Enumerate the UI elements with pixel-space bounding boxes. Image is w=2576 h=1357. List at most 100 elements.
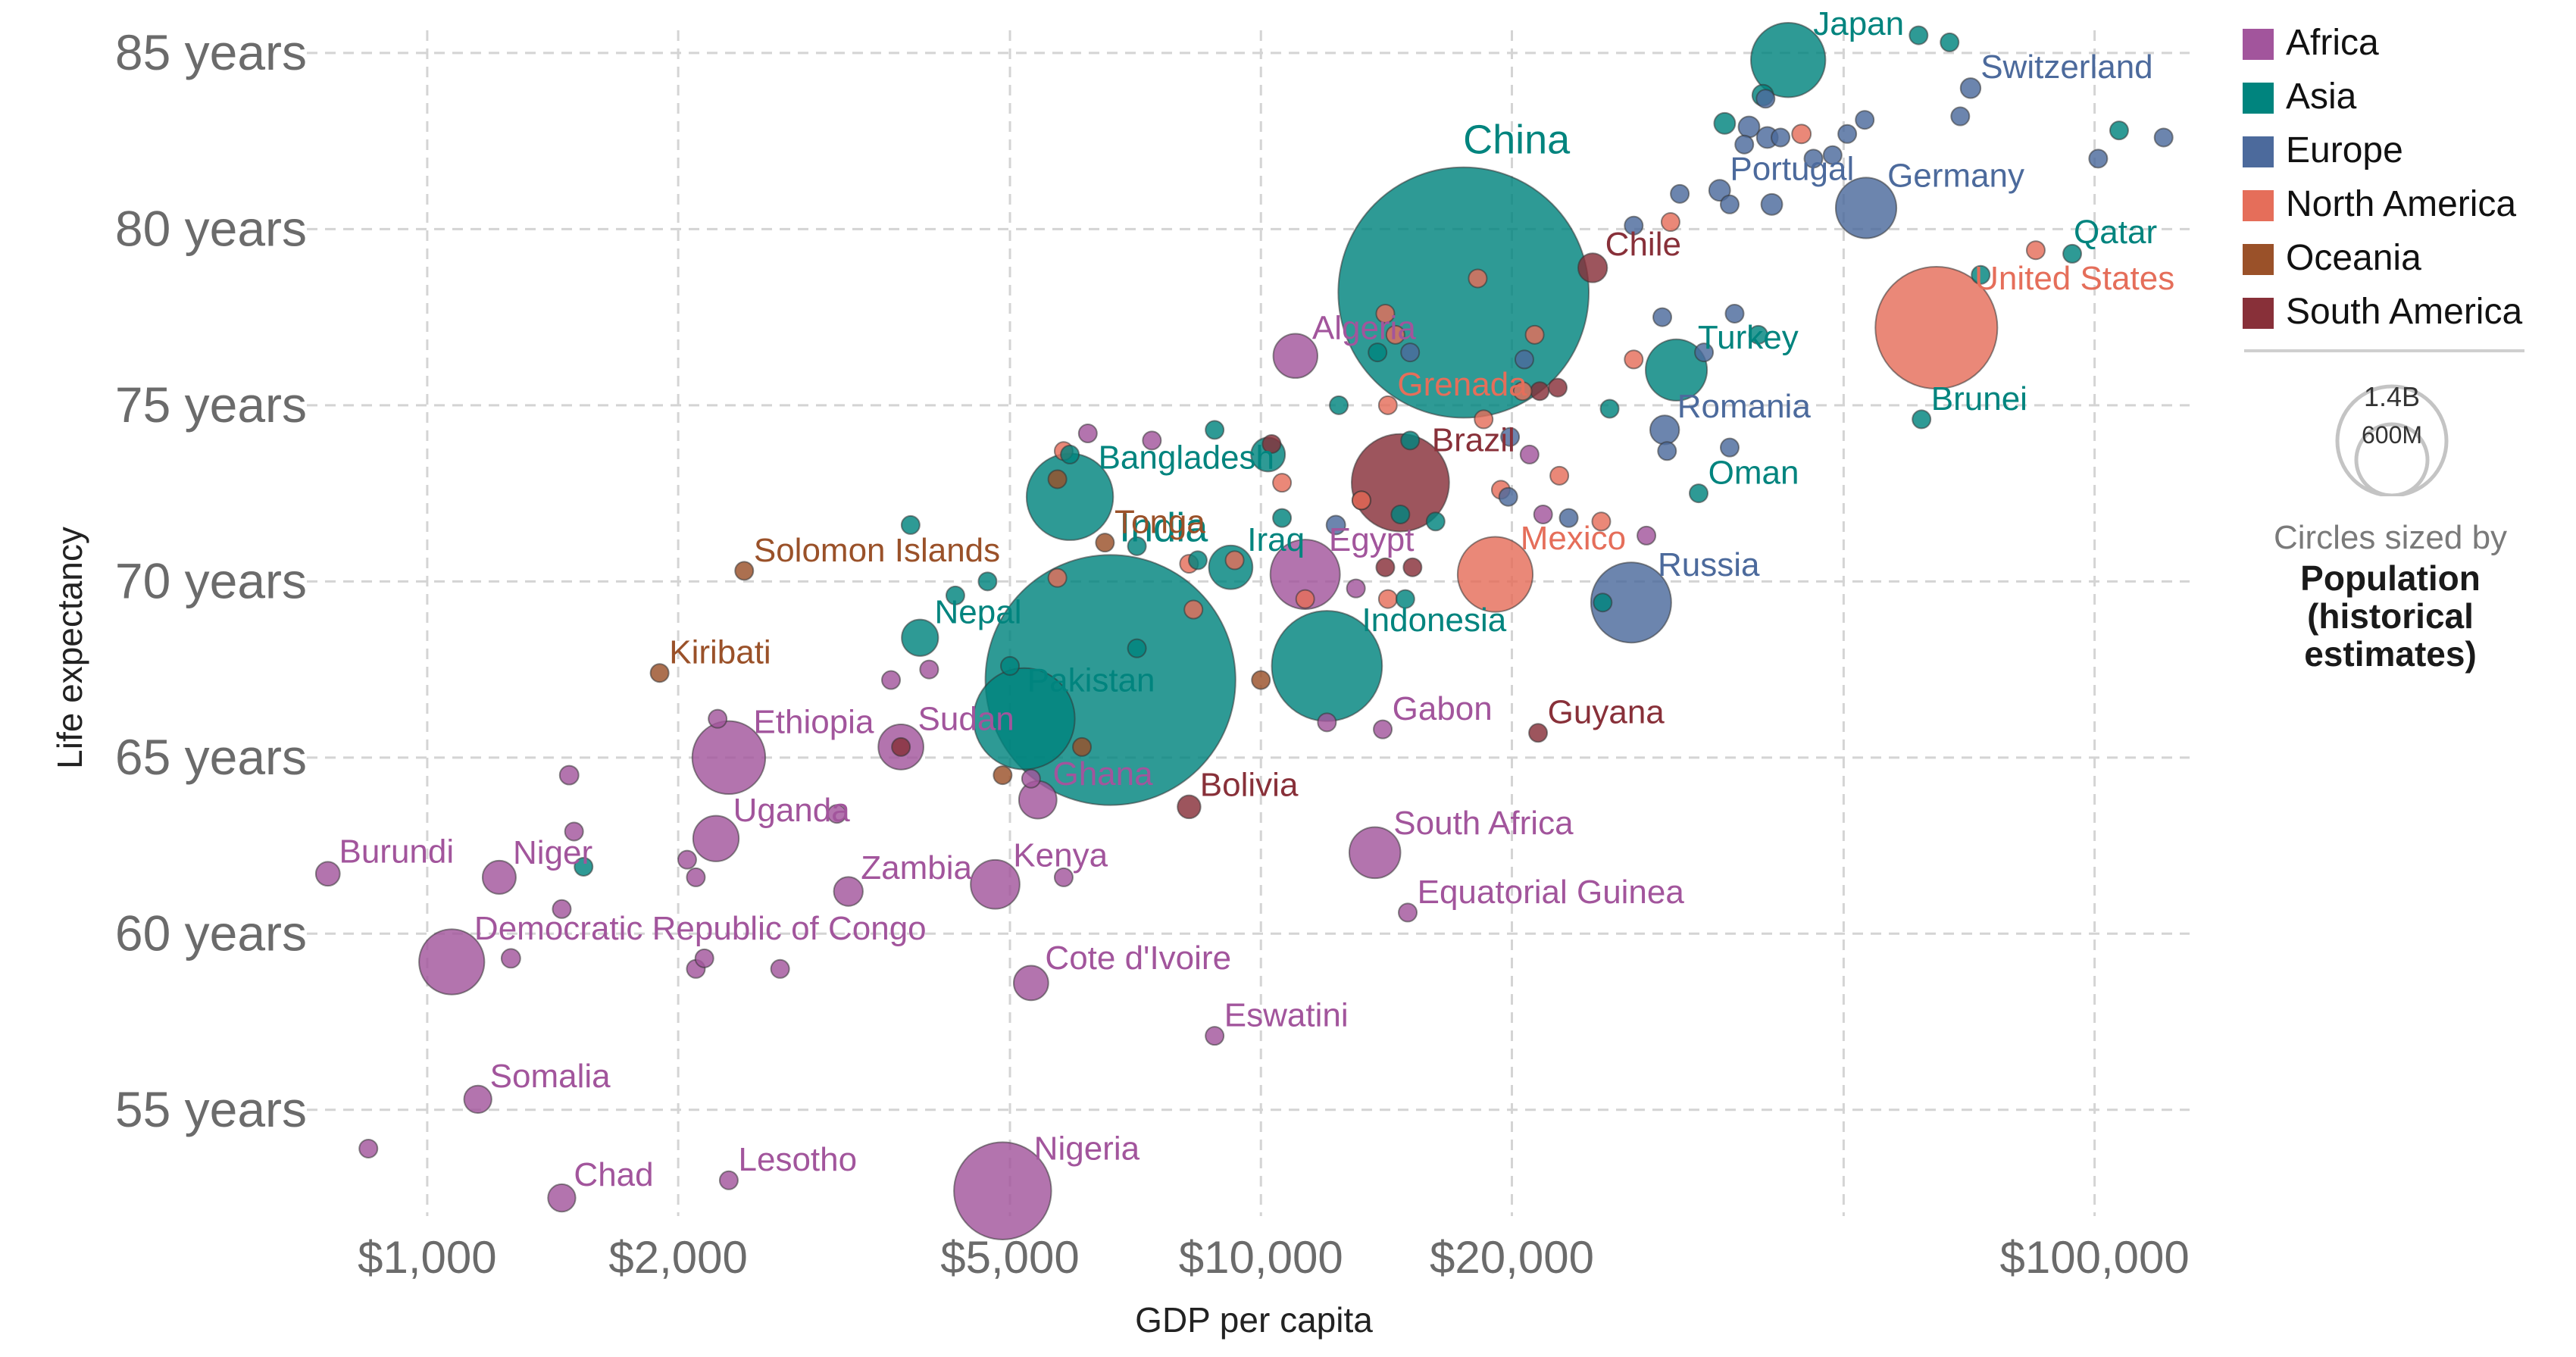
bubble[interactable] — [1272, 508, 1293, 528]
bubble[interactable] — [1368, 342, 1388, 363]
bubble-somalia[interactable] — [463, 1084, 492, 1114]
bubble-burundi[interactable] — [314, 861, 341, 887]
bubble[interactable] — [1524, 324, 1545, 345]
bubble[interactable] — [358, 1138, 379, 1158]
legend-item-south-america[interactable]: South America — [2239, 288, 2572, 342]
bubble-kenya[interactable] — [970, 858, 1021, 910]
bubble[interactable] — [1500, 427, 1521, 447]
legend-item-oceania[interactable]: Oceania — [2239, 234, 2572, 288]
bubble[interactable] — [1272, 473, 1293, 493]
bubble[interactable] — [1760, 192, 1784, 216]
bubble[interactable] — [500, 948, 521, 969]
bubble[interactable] — [770, 958, 790, 979]
bubble[interactable] — [1072, 736, 1093, 757]
bubble[interactable] — [1021, 768, 1041, 789]
bubble[interactable] — [1395, 589, 1415, 609]
bubble-turkey[interactable] — [1645, 338, 1708, 402]
bubble[interactable] — [1127, 638, 1147, 658]
bubble-nigeria[interactable] — [953, 1141, 1052, 1240]
bubble[interactable] — [708, 708, 728, 729]
bubble[interactable] — [1375, 557, 1396, 577]
bubble[interactable] — [1652, 307, 1673, 327]
bubble-tonga[interactable] — [1095, 533, 1115, 553]
bubble-democratic-republic-of-congo[interactable] — [418, 928, 486, 996]
bubble-guyana[interactable] — [1528, 723, 1549, 743]
bubble[interactable] — [1183, 599, 1204, 620]
bubble[interactable] — [1593, 593, 1613, 613]
bubble-south-africa[interactable] — [1348, 826, 1402, 880]
bubble[interactable] — [1637, 525, 1657, 546]
bubble-qatar[interactable] — [2062, 243, 2083, 264]
bubble[interactable] — [1755, 89, 1776, 109]
bubble[interactable] — [945, 585, 965, 605]
bubble[interactable] — [1713, 111, 1737, 135]
bubble[interactable] — [1187, 550, 1208, 571]
bubble[interactable] — [1468, 268, 1488, 289]
bubble[interactable] — [827, 804, 847, 824]
bubble-portugal[interactable] — [1708, 179, 1731, 202]
bubble[interactable] — [1329, 395, 1349, 415]
bubble-mexico[interactable] — [1456, 536, 1534, 613]
bubble[interactable] — [1351, 490, 1371, 511]
bubble[interactable] — [1077, 424, 1098, 444]
bubble[interactable] — [564, 821, 584, 842]
bubble[interactable] — [1803, 149, 1824, 169]
bubble[interactable] — [1053, 867, 1074, 887]
bubble-gabon[interactable] — [1373, 719, 1393, 739]
bubble[interactable] — [677, 849, 697, 870]
legend-item-asia[interactable]: Asia — [2239, 73, 2572, 127]
bubble[interactable] — [1205, 420, 1225, 440]
bubble[interactable] — [977, 571, 998, 592]
bubble-grenada[interactable] — [1377, 395, 1398, 415]
bubble-romania[interactable] — [1649, 414, 1680, 446]
bubble[interactable] — [558, 764, 580, 786]
bubble[interactable] — [881, 670, 902, 690]
bubble[interactable] — [1909, 25, 1929, 45]
bubble-kiribati[interactable] — [649, 663, 670, 683]
bubble-germany[interactable] — [1834, 177, 1898, 239]
bubble[interactable] — [1591, 511, 1612, 532]
bubble-ethiopia[interactable] — [691, 720, 767, 796]
bubble-eswatini[interactable] — [1205, 1026, 1225, 1046]
bubble[interactable] — [1402, 557, 1423, 577]
bubble[interactable] — [1558, 508, 1579, 528]
bubble[interactable] — [1734, 134, 1755, 155]
bubble[interactable] — [1514, 349, 1534, 370]
bubble-united-states[interactable] — [1874, 266, 1999, 390]
bubble-egypt[interactable] — [1269, 539, 1341, 610]
bubble-oman[interactable] — [1688, 483, 1708, 504]
bubble[interactable] — [1224, 550, 1245, 571]
bubble[interactable] — [1533, 504, 1553, 524]
bubble[interactable] — [1251, 670, 1271, 690]
bubble[interactable] — [1400, 342, 1421, 363]
bubble-pakistan[interactable] — [972, 667, 1076, 771]
bubble[interactable] — [1375, 303, 1396, 324]
bubble[interactable] — [1771, 127, 1791, 148]
bubble[interactable] — [919, 659, 939, 680]
bubble[interactable] — [1670, 183, 1690, 204]
bubble[interactable] — [1719, 437, 1740, 458]
bubble[interactable] — [1000, 655, 1021, 676]
bubble-chad[interactable] — [547, 1183, 577, 1213]
bubble[interactable] — [694, 948, 714, 968]
bubble[interactable] — [1791, 124, 1812, 145]
bubble[interactable] — [1530, 381, 1550, 402]
bubble[interactable] — [2088, 149, 2109, 169]
bubble[interactable] — [1519, 444, 1540, 464]
bubble[interactable] — [1694, 342, 1715, 363]
bubble-ghana[interactable] — [1018, 780, 1058, 820]
bubble[interactable] — [1498, 486, 1518, 507]
bubble[interactable] — [1390, 504, 1411, 524]
bubble[interactable] — [1719, 194, 1740, 214]
bubble[interactable] — [1822, 145, 1843, 165]
bubble[interactable] — [1474, 409, 1494, 430]
bubble[interactable] — [1548, 377, 1568, 398]
bubble[interactable] — [1837, 124, 1858, 144]
bubble[interactable] — [1060, 444, 1080, 464]
bubble[interactable] — [1599, 399, 1620, 419]
bubble[interactable] — [1142, 430, 1162, 451]
bubble[interactable] — [2153, 127, 2174, 148]
legend-item-europe[interactable]: Europe — [2239, 127, 2572, 180]
bubble[interactable] — [1950, 106, 1971, 127]
bubble-brazil[interactable] — [1351, 433, 1450, 533]
